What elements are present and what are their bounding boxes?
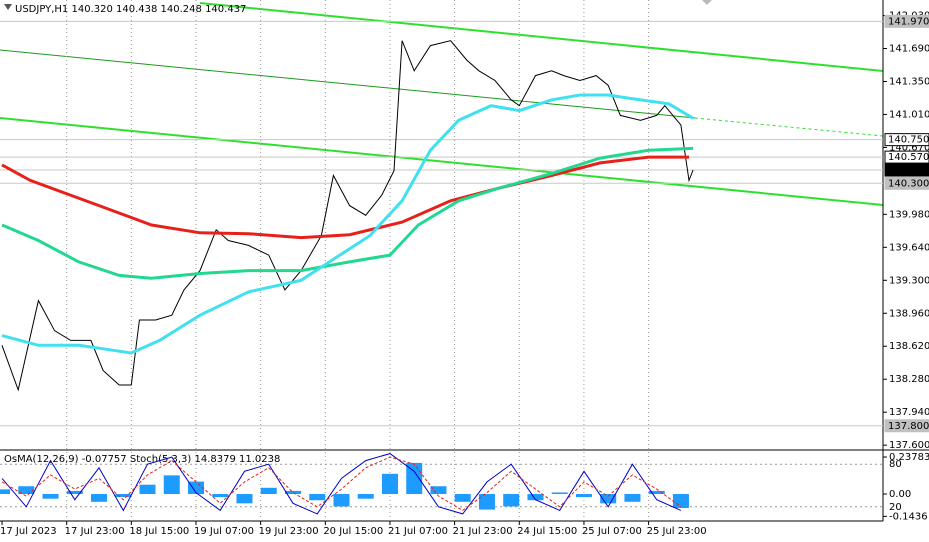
- shift-marker: [702, 0, 712, 5]
- price-level-label: 140.750: [888, 135, 929, 146]
- osma-bar: [260, 487, 277, 495]
- moving-average: [1, 93, 694, 355]
- y-tick-label: 0.23783: [889, 452, 929, 463]
- osma-bar: [430, 486, 447, 495]
- y-tick-label: 137.940: [889, 407, 929, 418]
- osma-bar: [600, 494, 617, 504]
- osma-bar: [309, 494, 326, 501]
- osma-bar: [406, 462, 423, 495]
- stoch-line: [1, 456, 682, 511]
- y-tick-label: 141.690: [889, 43, 929, 54]
- osma-bar: [91, 494, 108, 502]
- indicator-title: OsMA(12,26,9) -0.07757 Stoch(5,3,3) 14.8…: [4, 454, 280, 465]
- y-tick-label: 139.300: [889, 275, 929, 286]
- price-level-box: [884, 133, 929, 147]
- y-tick-label: -0.1436: [889, 511, 928, 522]
- y2-tick-label: 20: [889, 502, 902, 513]
- price-level-box: [884, 163, 929, 177]
- price-level-label: 140.570: [888, 152, 929, 163]
- trend-line: [199, 2, 884, 72]
- y-tick-label: 141.010: [889, 109, 929, 120]
- y-tick-label: 138.960: [889, 308, 929, 319]
- osma-bar: [139, 484, 156, 495]
- x-tick-label: 17 Jul 2023: [0, 526, 57, 537]
- price-level-label: 140.437: [888, 165, 929, 176]
- osma-bar: [236, 494, 253, 504]
- price-level-label: 137.800: [888, 421, 929, 432]
- osma-bar: [42, 494, 59, 499]
- x-tick-label: 21 Jul 23:00: [453, 526, 513, 537]
- osma-bar: [672, 494, 689, 509]
- y-tick-label: 138.280: [889, 374, 929, 385]
- y-tick-label: 0.00: [889, 489, 911, 500]
- osma-bar: [187, 481, 204, 495]
- moving-average: [1, 146, 694, 280]
- price-level-box: [884, 14, 929, 28]
- osma-bar: [575, 494, 592, 498]
- x-tick-label: 25 Jul 23:00: [647, 526, 707, 537]
- moving-average: [1, 155, 689, 240]
- osma-bar: [648, 490, 665, 495]
- price-line: [1, 40, 694, 392]
- osma-bar: [0, 489, 11, 495]
- osma-bar: [527, 494, 544, 501]
- y-tick-label: 138.620: [889, 341, 929, 352]
- trend-line: [694, 117, 884, 137]
- osma-bar: [163, 475, 180, 495]
- price-level-box: [884, 176, 929, 190]
- osma-bar: [115, 494, 132, 498]
- chart-title: USDJPY,H1 140.320 140.438 140.248 140.43…: [15, 4, 246, 15]
- osma-bar: [454, 494, 471, 502]
- x-tick-label: 20 Jul 15:00: [323, 526, 383, 537]
- menu-icon[interactable]: [4, 4, 12, 10]
- x-tick-label: 18 Jul 15:00: [129, 526, 189, 537]
- osma-bar: [478, 494, 495, 510]
- osma-bar: [212, 494, 229, 498]
- osma-bar: [66, 490, 83, 495]
- y-tick-label: 139.640: [889, 242, 929, 253]
- trend-line: [0, 117, 884, 206]
- osma-bar: [381, 473, 398, 495]
- y-tick-label: 137.600: [889, 440, 929, 451]
- price-level-label: 140.300: [888, 178, 929, 189]
- osma-bar: [333, 494, 350, 507]
- y-tick-label: 139.980: [889, 209, 929, 220]
- osma-bar: [357, 494, 374, 499]
- osma-bar: [18, 486, 35, 495]
- price-level-label: 141.970: [888, 16, 929, 27]
- osma-bar: [624, 494, 641, 502]
- stoch-line: [1, 453, 682, 515]
- y2-tick-label: 80: [889, 459, 902, 470]
- osma-bar: [503, 494, 520, 507]
- osma-bar: [551, 492, 568, 495]
- y-tick-label: 141.350: [889, 76, 929, 87]
- x-tick-label: 19 Jul 23:00: [259, 526, 319, 537]
- x-tick-label: 25 Jul 07:00: [582, 526, 642, 537]
- price-level-box: [884, 419, 929, 433]
- osma-bar: [284, 490, 301, 495]
- x-tick-label: 19 Jul 07:00: [194, 526, 254, 537]
- x-tick-label: 24 Jul 15:00: [517, 526, 577, 537]
- y-tick-label: 140.670: [889, 142, 929, 153]
- price-level-box: [884, 150, 929, 164]
- x-tick-label: 21 Jul 07:00: [388, 526, 448, 537]
- trend-line: [0, 49, 696, 119]
- x-tick-label: 17 Jul 23:00: [65, 526, 125, 537]
